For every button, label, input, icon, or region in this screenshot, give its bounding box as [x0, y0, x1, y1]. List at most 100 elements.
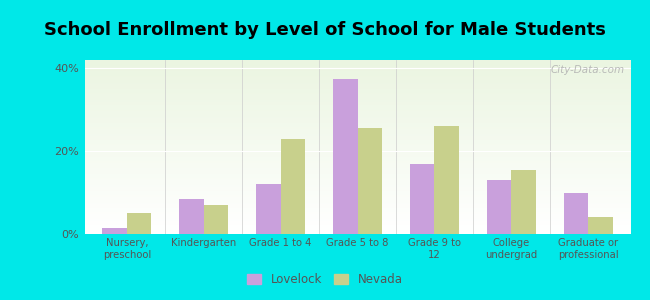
Bar	[84, 71, 630, 72]
Bar	[281, 139, 306, 234]
Bar	[84, 150, 630, 151]
Bar	[84, 155, 630, 156]
Bar	[84, 186, 630, 187]
Bar	[84, 208, 630, 209]
Bar	[84, 137, 630, 138]
Bar	[84, 148, 630, 149]
Bar	[84, 189, 630, 190]
Bar	[84, 117, 630, 118]
Bar	[84, 207, 630, 208]
Bar	[84, 196, 630, 197]
Bar	[84, 81, 630, 82]
Bar	[84, 212, 630, 213]
Bar	[84, 228, 630, 229]
Bar	[84, 172, 630, 173]
Bar	[84, 136, 630, 137]
Bar	[84, 78, 630, 79]
Bar	[84, 206, 630, 207]
Bar	[434, 126, 459, 234]
Bar	[84, 179, 630, 180]
Bar	[84, 188, 630, 189]
Bar	[84, 113, 630, 114]
Bar	[84, 220, 630, 221]
Bar	[84, 164, 630, 165]
Bar	[84, 229, 630, 230]
Bar	[84, 134, 630, 135]
Bar	[84, 210, 630, 211]
Bar	[84, 233, 630, 234]
Bar	[84, 112, 630, 113]
Bar	[84, 75, 630, 76]
Bar	[84, 68, 630, 69]
Bar	[84, 106, 630, 107]
Bar	[84, 174, 630, 175]
Bar	[84, 67, 630, 68]
Bar	[179, 199, 203, 234]
Bar	[84, 231, 630, 232]
Bar	[84, 166, 630, 167]
Bar	[84, 183, 630, 184]
Bar	[84, 197, 630, 198]
Bar	[84, 86, 630, 87]
Bar	[84, 109, 630, 110]
Bar	[84, 167, 630, 168]
Bar	[84, 138, 630, 139]
Bar	[588, 218, 613, 234]
Bar	[84, 142, 630, 143]
Bar	[84, 184, 630, 185]
Bar	[84, 83, 630, 84]
Bar	[84, 159, 630, 160]
Text: City-Data.com: City-Data.com	[551, 65, 625, 75]
Text: School Enrollment by Level of School for Male Students: School Enrollment by Level of School for…	[44, 21, 606, 39]
Bar	[84, 170, 630, 171]
Bar	[84, 158, 630, 159]
Bar	[84, 160, 630, 161]
Bar	[84, 92, 630, 93]
Bar	[84, 102, 630, 103]
Bar	[84, 144, 630, 145]
Bar	[84, 154, 630, 155]
Bar	[84, 225, 630, 226]
Bar	[84, 65, 630, 66]
Bar	[84, 165, 630, 166]
Bar	[84, 145, 630, 146]
Bar	[84, 108, 630, 109]
Bar	[84, 198, 630, 199]
Bar	[84, 168, 630, 169]
Bar	[84, 192, 630, 193]
Bar	[84, 133, 630, 134]
Bar	[84, 73, 630, 74]
Bar	[84, 90, 630, 91]
Bar	[84, 107, 630, 108]
Bar	[84, 202, 630, 203]
Bar	[84, 110, 630, 111]
Bar	[84, 99, 630, 100]
Bar	[84, 77, 630, 78]
Bar	[84, 122, 630, 123]
Bar	[84, 124, 630, 125]
Bar	[410, 164, 434, 234]
Bar	[84, 129, 630, 130]
Bar	[84, 201, 630, 202]
Bar	[84, 72, 630, 73]
Bar	[84, 176, 630, 177]
Bar	[487, 180, 512, 234]
Bar	[84, 211, 630, 212]
Bar	[84, 221, 630, 222]
Bar	[84, 105, 630, 106]
Bar	[84, 141, 630, 142]
Bar	[84, 88, 630, 89]
Bar	[84, 151, 630, 152]
Bar	[84, 66, 630, 67]
Bar	[84, 204, 630, 205]
Bar	[84, 205, 630, 206]
Bar	[84, 232, 630, 233]
Bar	[84, 100, 630, 101]
Bar	[84, 80, 630, 81]
Bar	[84, 143, 630, 144]
Bar	[84, 173, 630, 174]
Bar	[84, 118, 630, 119]
Bar	[84, 171, 630, 172]
Bar	[84, 104, 630, 105]
Bar	[256, 184, 281, 234]
